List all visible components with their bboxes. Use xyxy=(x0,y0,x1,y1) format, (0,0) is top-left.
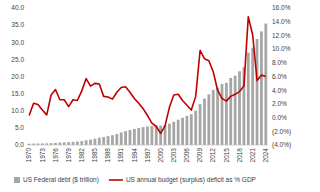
bar xyxy=(80,141,83,145)
bar xyxy=(199,104,202,145)
bar xyxy=(216,88,219,145)
legend: US Federal debt ($ trillion) US annual bu… xyxy=(14,176,256,184)
y2-tick-label: 8.0% xyxy=(272,59,287,66)
bar xyxy=(98,138,101,145)
y2-tick-label: 0.0% xyxy=(272,114,287,121)
legend-label: US annual budget (surplus) deficit as % … xyxy=(126,176,256,184)
bar xyxy=(107,136,110,145)
bar xyxy=(194,111,197,145)
bar xyxy=(76,142,79,145)
bar xyxy=(120,132,123,145)
bar xyxy=(150,126,153,145)
y-tick-label: 0.0 xyxy=(15,141,24,148)
bar xyxy=(203,99,206,145)
bar xyxy=(221,84,224,145)
x-tick-label: 1997 xyxy=(144,148,151,163)
bar xyxy=(115,134,118,145)
x-tick-label: 1982 xyxy=(78,148,85,163)
y-tick-label: 35.0 xyxy=(11,21,24,28)
bar xyxy=(124,131,127,145)
bar xyxy=(238,71,241,145)
bar xyxy=(146,126,149,145)
bar xyxy=(58,143,61,145)
bar xyxy=(172,122,175,145)
bar xyxy=(85,140,88,145)
bar xyxy=(72,142,75,145)
x-tick-label: 2009 xyxy=(196,148,203,163)
y2-tick-label: 2.0% xyxy=(272,100,287,107)
x-tick-label: 1976 xyxy=(52,148,59,163)
bar xyxy=(94,139,97,145)
chart: 0.0 5.0 10.0 15.0 20.0 25.0 30.0 35.0 40.0 (4.0%)… xyxy=(0,0,320,192)
x-tick-label: 2003 xyxy=(170,148,177,163)
y2-tick-label: 12.0% xyxy=(272,32,291,39)
x-tick-label: 1979 xyxy=(65,148,72,163)
x-tick-label: 1973 xyxy=(39,148,46,163)
y-tick-label: 25.0 xyxy=(11,56,24,63)
bar xyxy=(89,140,92,145)
bar xyxy=(142,127,145,145)
y2-tick-label: (4.0%) xyxy=(272,141,291,149)
y2-tick-label: (2.0%) xyxy=(272,128,291,136)
legend-swatch xyxy=(14,177,20,183)
x-tick-label: 1970 xyxy=(25,148,32,163)
legend-label: US Federal debt ($ trillion) xyxy=(23,176,99,184)
y-tick-label: 20.0 xyxy=(11,73,24,80)
y-tick-label: 10.0 xyxy=(11,107,24,114)
y2-tick-label: 14.0% xyxy=(272,18,291,25)
x-tick-label: 2024 xyxy=(262,148,269,163)
x-tick-label: 1991 xyxy=(117,148,124,163)
y-tick-label: 15.0 xyxy=(11,90,24,97)
y2-tick-label: 10.0% xyxy=(272,45,291,52)
y-tick-label: 5.0 xyxy=(15,124,24,131)
x-tick-label: 2012 xyxy=(209,148,216,163)
x-tick-label: 2021 xyxy=(249,148,256,163)
plot-area xyxy=(28,17,267,145)
bar xyxy=(137,128,140,145)
bar xyxy=(256,39,259,145)
bar xyxy=(63,142,66,145)
bar xyxy=(177,120,180,145)
bar xyxy=(129,130,132,145)
bar xyxy=(212,90,215,145)
y2-tick-label: 6.0% xyxy=(272,73,287,80)
bar xyxy=(67,142,70,145)
bar xyxy=(111,135,114,145)
legend-swatch xyxy=(109,179,123,181)
bar xyxy=(159,126,162,145)
bar xyxy=(247,53,250,145)
x-tick-label: 1985 xyxy=(91,148,98,163)
x-tick-label: 2000 xyxy=(157,148,164,163)
bar xyxy=(102,137,105,145)
bar xyxy=(264,24,267,145)
x-tick-label: 1994 xyxy=(131,148,138,163)
bar xyxy=(260,31,263,145)
bar xyxy=(229,78,232,145)
bar xyxy=(225,83,228,145)
bar xyxy=(168,124,171,145)
x-tick-label: 2018 xyxy=(236,148,243,163)
x-tick-label: 2006 xyxy=(183,148,190,163)
bar xyxy=(190,114,193,145)
bar xyxy=(186,116,189,145)
x-tick-label: 2015 xyxy=(223,148,230,163)
y2-tick-label: 16.0% xyxy=(272,4,291,11)
y-tick-label: 30.0 xyxy=(11,39,24,46)
bar xyxy=(181,118,184,145)
y2-tick-label: 4.0% xyxy=(272,87,287,94)
line xyxy=(29,17,266,133)
bar xyxy=(251,48,254,145)
bar xyxy=(234,76,237,145)
x-tick-label: 1988 xyxy=(104,148,111,163)
bar xyxy=(207,94,210,145)
bar xyxy=(133,129,136,145)
y-tick-label: 40.0 xyxy=(11,4,24,11)
x-axis xyxy=(27,145,268,146)
